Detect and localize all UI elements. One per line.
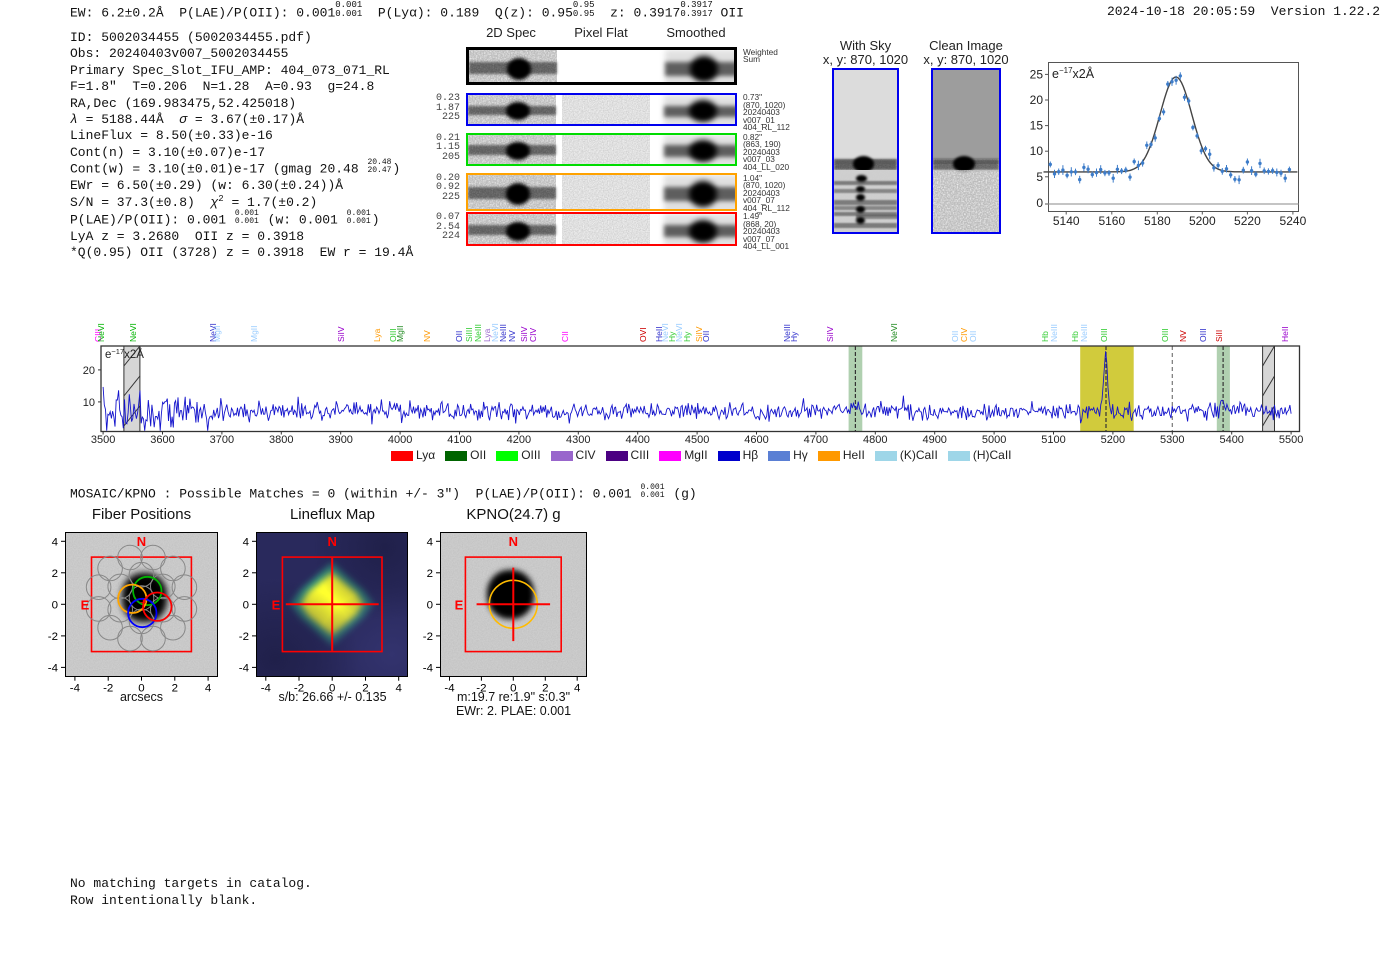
svg-text:4800: 4800: [863, 434, 887, 446]
svg-text:e−17x2Å: e−17x2Å: [105, 347, 144, 361]
svg-text:CIV: CIV: [528, 328, 538, 343]
svg-text:OVI: OVI: [638, 327, 648, 342]
svg-text:0: 0: [427, 599, 433, 611]
svg-text:E: E: [455, 597, 464, 612]
svg-text:NeIII: NeIII: [1049, 324, 1059, 342]
svg-text:3900: 3900: [328, 434, 352, 446]
svg-text:2: 2: [427, 568, 433, 580]
svg-text:4000: 4000: [388, 434, 412, 446]
svg-text:CII: CII: [560, 331, 570, 342]
svg-text:4: 4: [427, 536, 434, 548]
svg-text:5240: 5240: [1280, 214, 1307, 228]
svg-text:NV: NV: [507, 330, 517, 342]
svg-text:SiIV: SiIV: [336, 326, 346, 342]
svg-text:OIII: OIII: [1160, 328, 1170, 342]
svg-text:5300: 5300: [1160, 434, 1184, 446]
svg-text:OII: OII: [701, 331, 711, 342]
svg-text:e−17x2Å: e−17x2Å: [1052, 66, 1095, 81]
svg-text:SiIV: SiIV: [825, 326, 835, 342]
svg-text:5400: 5400: [1219, 434, 1243, 446]
svg-text:-4: -4: [423, 662, 434, 674]
svg-text:3600: 3600: [150, 434, 174, 446]
svg-text:2: 2: [243, 568, 249, 580]
svg-text:OIII: OIII: [1198, 328, 1208, 342]
svg-text:25: 25: [1030, 68, 1044, 82]
svg-text:20: 20: [83, 365, 95, 377]
svg-text:4700: 4700: [803, 434, 827, 446]
svg-text:10: 10: [83, 397, 95, 409]
svg-text:0: 0: [243, 599, 249, 611]
svg-text:-2: -2: [239, 631, 249, 643]
svg-text:-2: -2: [423, 631, 433, 643]
svg-text:5220: 5220: [1234, 214, 1261, 228]
svg-text:OIII: OIII: [1099, 328, 1109, 342]
svg-text:MgII: MgII: [249, 325, 259, 342]
svg-text:4500: 4500: [685, 434, 709, 446]
svg-text:NeVI: NeVI: [128, 323, 138, 342]
svg-text:4: 4: [52, 536, 59, 548]
svg-text:3700: 3700: [209, 434, 233, 446]
svg-text:4: 4: [243, 536, 250, 548]
svg-text:4600: 4600: [744, 434, 768, 446]
svg-text:SiII: SiII: [1214, 330, 1224, 342]
svg-text:-4: -4: [48, 662, 59, 674]
svg-text:5160: 5160: [1098, 214, 1125, 228]
svg-text:MgII: MgII: [212, 325, 222, 342]
svg-text:Hy: Hy: [789, 331, 799, 342]
svg-text:4300: 4300: [566, 434, 590, 446]
svg-text:OII: OII: [454, 331, 464, 342]
svg-text:5140: 5140: [1053, 214, 1080, 228]
svg-text:5100: 5100: [1041, 434, 1065, 446]
svg-text:5200: 5200: [1189, 214, 1216, 228]
svg-text:NV: NV: [1178, 330, 1188, 342]
svg-text:N: N: [327, 534, 336, 549]
svg-text:NeIII: NeIII: [1079, 324, 1089, 342]
svg-text:4900: 4900: [922, 434, 946, 446]
svg-text:3500: 3500: [91, 434, 115, 446]
svg-text:15: 15: [1030, 119, 1044, 133]
svg-text:E: E: [272, 597, 281, 612]
svg-text:5: 5: [1036, 170, 1043, 184]
svg-text:OII: OII: [968, 331, 978, 342]
svg-text:Lya: Lya: [372, 328, 382, 342]
svg-text:N: N: [137, 534, 146, 549]
svg-text:20: 20: [1030, 93, 1044, 107]
svg-text:4200: 4200: [506, 434, 530, 446]
svg-text:-4: -4: [239, 662, 250, 674]
svg-text:E: E: [81, 597, 90, 612]
svg-text:NeVI: NeVI: [96, 323, 106, 342]
svg-text:5200: 5200: [1100, 434, 1124, 446]
svg-text:5180: 5180: [1144, 214, 1171, 228]
svg-text:N: N: [509, 534, 518, 549]
svg-text:10: 10: [1030, 145, 1044, 159]
svg-text:0: 0: [52, 599, 58, 611]
svg-text:2: 2: [52, 568, 58, 580]
svg-text:+: +: [140, 597, 146, 609]
svg-text:Hy: Hy: [682, 331, 692, 342]
svg-text:5000: 5000: [982, 434, 1006, 446]
svg-text:-2: -2: [48, 631, 58, 643]
svg-text:3800: 3800: [269, 434, 293, 446]
svg-text:NeVI: NeVI: [889, 323, 899, 342]
svg-text:0: 0: [1036, 196, 1043, 210]
svg-text:HeII: HeII: [1280, 326, 1290, 342]
svg-text:4400: 4400: [625, 434, 649, 446]
svg-text:5500: 5500: [1279, 434, 1303, 446]
svg-text:NV: NV: [422, 330, 432, 342]
svg-text:4100: 4100: [447, 434, 471, 446]
svg-text:MgII: MgII: [395, 325, 405, 342]
